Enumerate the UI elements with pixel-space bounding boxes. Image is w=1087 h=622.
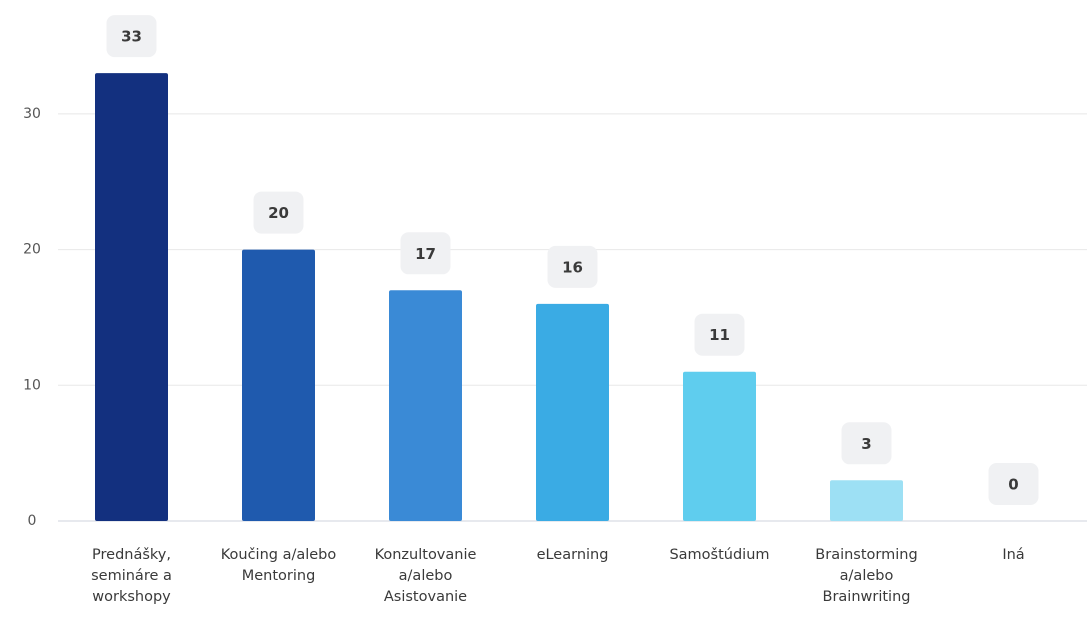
value-label: 11: [709, 326, 730, 344]
bar: [242, 249, 315, 522]
value-label: 0: [1008, 476, 1018, 494]
value-label-box: [547, 245, 598, 288]
y-tick-label: 30: [23, 106, 41, 122]
value-label: 17: [415, 245, 436, 263]
value-label-box: [841, 422, 892, 465]
x-tick-label: Koučing a/alebo Mentoring: [220, 547, 337, 584]
value-label-box: [988, 463, 1039, 505]
x-tick-label: eLearning: [536, 547, 609, 563]
value-label-box: [106, 15, 157, 58]
bar: [536, 303, 609, 521]
x-tick-label: Samoštúdium: [669, 547, 770, 563]
y-tick-label: 20: [23, 242, 41, 258]
value-label: 3: [861, 435, 871, 453]
value-label-box: [694, 313, 745, 356]
value-label: 33: [121, 28, 142, 46]
value-label: 20: [268, 204, 289, 222]
value-label-box: [253, 191, 304, 234]
x-tick-label: Iná: [1002, 547, 1025, 563]
bar: [683, 371, 756, 521]
bar: [830, 480, 903, 521]
x-tick-label: Brainstorming a/alebo Brainwriting: [815, 547, 918, 605]
bar: [95, 73, 168, 522]
value-label-box: [400, 232, 451, 275]
y-tick-label: 0: [28, 513, 37, 529]
x-tick-label: Konzultovanie a/alebo Asistovanie: [374, 547, 477, 605]
value-label: 16: [562, 258, 583, 276]
y-tick-label: 10: [23, 377, 41, 393]
bar: [389, 290, 462, 521]
x-tick-label: Prednášky, semináre a workshopy: [91, 547, 172, 605]
